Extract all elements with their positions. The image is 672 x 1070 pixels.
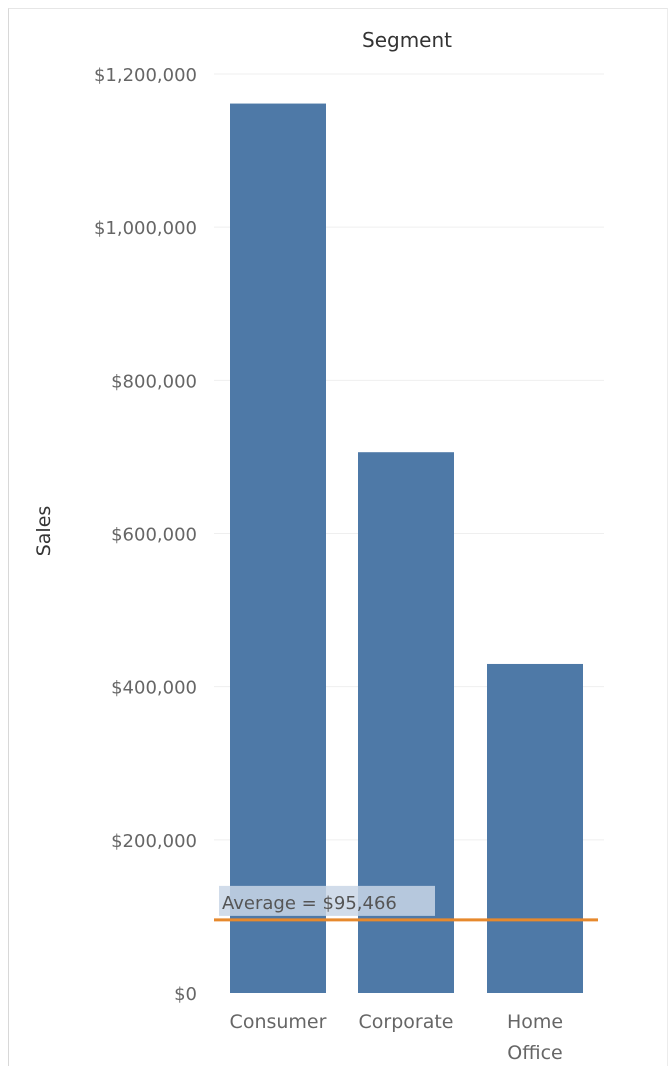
average-label-background [219, 885, 435, 916]
x-tick-label: Consumer [230, 1011, 327, 1033]
y-tick-label: $0 [174, 984, 197, 1005]
average-reference: Average = $95,466 [214, 885, 598, 922]
x-tick-label: Office [507, 1042, 562, 1064]
y-axis-ticks: $0 $200,000 $400,000 $600,000 $800,000 $1,000… [94, 65, 197, 1005]
chart-frame [8, 8, 668, 1066]
x-tick-label: Corporate [359, 1011, 454, 1033]
bars [230, 103, 583, 994]
y-tick-label: $200,000 [111, 831, 197, 852]
y-axis-label: Sales [33, 506, 55, 557]
average-label: Average = $95,466 [222, 893, 397, 914]
bar-consumer [230, 103, 326, 993]
bar-home-office [487, 663, 583, 993]
x-tick-label: Home [507, 1011, 563, 1033]
chart-title: Segment [362, 28, 452, 52]
y-tick-label: $1,200,000 [94, 65, 197, 86]
y-tick-label: $600,000 [111, 525, 197, 546]
x-axis-labels: Consumer Corporate Home Office [230, 1011, 564, 1064]
y-tick-label: $1,000,000 [94, 218, 197, 239]
y-tick-label: $800,000 [111, 371, 197, 392]
y-tick-label: $400,000 [111, 678, 197, 699]
